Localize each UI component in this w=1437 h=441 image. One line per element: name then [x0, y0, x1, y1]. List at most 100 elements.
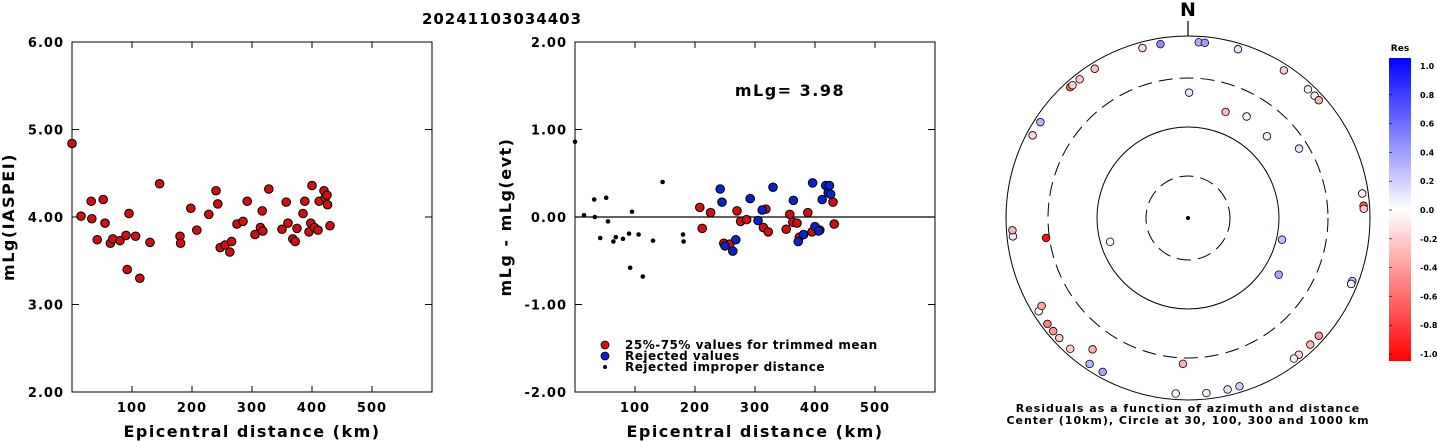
residual-y-axis-label: mLg - mLg(evt): [496, 138, 515, 297]
residual-point: [732, 206, 742, 216]
residual-point-improper: [681, 239, 686, 244]
ring-30km: [1145, 175, 1231, 261]
azimuth-point: [1184, 88, 1194, 97]
azimuth-point: [1085, 359, 1094, 369]
azimuth-point: [1066, 344, 1075, 353]
magnitude-point: [277, 224, 287, 235]
residual-point-rejected: [768, 182, 778, 193]
azimuth-point: [1041, 233, 1051, 243]
magnitude-xtick-label: 500: [357, 401, 387, 416]
colorbar-tick-label: -1.0: [1420, 350, 1437, 359]
residual-point: [781, 224, 792, 235]
azimuth-point: [1105, 237, 1115, 247]
legend-label-trimmed-mean: 25%-75% values for trimmed mean: [625, 338, 878, 352]
azimuth-point: [1359, 204, 1368, 213]
azimuth-point: [1171, 389, 1180, 398]
magnitude-point: [226, 236, 237, 247]
ring-100km: [1096, 126, 1280, 310]
azimuth-point: [1200, 38, 1210, 48]
magnitude-point: [281, 197, 292, 207]
epicenter-dot: [1186, 216, 1190, 220]
magnitude-xtick-label: 400: [297, 401, 327, 416]
magnitude-point: [283, 218, 293, 228]
magnitude-xtick-label: 300: [237, 401, 267, 416]
legend-marker-improper-distance: [603, 365, 607, 369]
magnitude-point: [298, 208, 308, 219]
azimuth-point: [1028, 131, 1037, 140]
magnitude-axis-ticks: 100 200 300 400 500 2.00 3.00 4.00 5.00 6.00: [28, 36, 432, 416]
magnitude-point: [204, 209, 214, 220]
residual-point-improper: [611, 239, 616, 244]
ring-300km: [1047, 77, 1329, 359]
residual-points: [572, 139, 840, 279]
magnitude-point: [257, 206, 268, 216]
legend-marker-rejected: [600, 351, 610, 361]
residual-point-improper: [627, 265, 633, 271]
residual-ytick-label: 2.00: [531, 36, 567, 51]
caption-line-1: Residuals as a function of azimuth and d…: [1016, 402, 1360, 415]
residual-point-improper: [680, 232, 686, 237]
magnitude-point: [250, 229, 260, 240]
residual-xtick-label: 400: [800, 401, 830, 416]
residual-point-improper: [597, 235, 603, 241]
azimuth-point: [1090, 64, 1099, 73]
azimuth-point: [1306, 340, 1315, 349]
residual-ytick-label: 0.00: [531, 211, 567, 226]
azimuth-point: [1262, 132, 1272, 141]
magnitude-point: [300, 196, 310, 207]
azimuth-panel: N Residuals as a function of azimuth and…: [1005, 0, 1371, 427]
azimuth-point: [1036, 117, 1045, 127]
azimuth-point: [1098, 367, 1107, 377]
residual-point-improper: [605, 219, 611, 224]
residual-point-improper: [660, 179, 665, 185]
residual-point-rejected: [807, 178, 818, 188]
residual-point: [792, 218, 802, 228]
residual-point: [803, 207, 813, 218]
azimuth-point: [1289, 354, 1299, 363]
colorbar-tick-label: 1.0: [1420, 62, 1435, 71]
azimuth-point: [1346, 279, 1356, 289]
magnitude-ytick-label: 6.00: [28, 36, 64, 51]
azimuth-point: [1178, 359, 1188, 368]
magnitude-ytick-label: 2.00: [28, 386, 64, 401]
residual-point: [695, 202, 705, 213]
event-magnitude-annotation: mLg= 3.98: [735, 81, 845, 100]
azimuth-point: [1075, 75, 1084, 84]
residual-xtick-label: 200: [680, 401, 710, 416]
residual-point: [697, 223, 708, 234]
azimuth-point: [1223, 385, 1232, 394]
colorbar-tick-label: 0.4: [1420, 148, 1435, 157]
legend-label-improper-distance: Rejected improper distance: [625, 360, 825, 374]
azimuth-point: [1314, 96, 1323, 105]
azimuth-point: [1088, 345, 1097, 354]
magnitude-point: [124, 208, 134, 219]
residual-point-improper: [592, 214, 598, 220]
magnitude-point: [290, 236, 301, 247]
caption-line-2: Center (10km), Circle at 30, 100, 300 an…: [1006, 414, 1369, 427]
colorbar-tick-label: -0.4: [1420, 264, 1437, 273]
residual-point: [828, 197, 838, 207]
residual-point-rejected: [824, 180, 835, 191]
residual-point-improper: [620, 236, 626, 242]
magnitude-ytick-label: 5.00: [28, 124, 64, 139]
magnitude-point: [76, 211, 86, 221]
residual-point-improper: [603, 195, 609, 201]
residual-point: [763, 227, 774, 237]
north-label: N: [1180, 0, 1196, 21]
azimuth-point: [1274, 270, 1283, 279]
residual-axis-ticks: 100 200 300 400 500 -2.00 -1.00 0.00 1.00 2.00: [525, 36, 935, 416]
colorbar: Res 1.0 0.8 0.6 0.4 0.2 0.0 -0.2 -0.4 -0.6 -0.8 -1…: [1389, 44, 1437, 361]
residual-point-improper: [650, 238, 656, 243]
azimuth-point: [1235, 382, 1244, 391]
magnitude-point: [100, 218, 110, 228]
magnitude-point: [130, 231, 141, 242]
magnitude-point: [86, 196, 96, 207]
residual-point-improper: [581, 212, 587, 218]
colorbar-tick-label: -0.2: [1420, 235, 1437, 244]
azimuth-point: [1358, 189, 1367, 198]
magnitude-point: [242, 196, 252, 207]
residual-point-rejected: [825, 189, 836, 200]
magnitude-point: [313, 225, 323, 235]
magnitude-point: [292, 223, 302, 234]
magnitude-point: [258, 226, 268, 236]
